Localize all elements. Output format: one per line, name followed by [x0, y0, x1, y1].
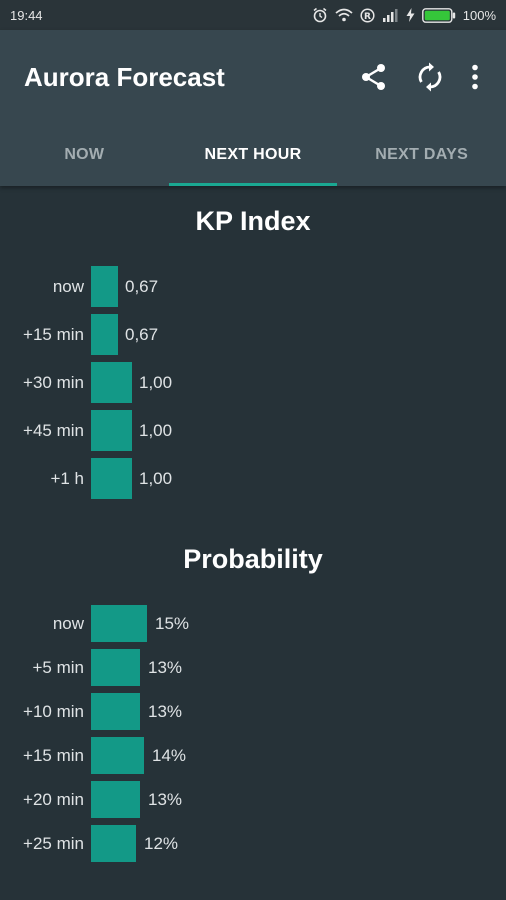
kp-index-row: +15 min 0,67 [0, 314, 506, 355]
app-bar: Aurora Forecast NOW [0, 30, 506, 186]
tab-next-hour[interactable]: NEXT HOUR [168, 124, 338, 186]
probability-bar [91, 737, 144, 774]
kp-index-bar [91, 362, 132, 403]
toolbar: Aurora Forecast [0, 30, 506, 124]
refresh-icon [418, 62, 442, 92]
probability-bar [91, 693, 140, 730]
kp-index-category-label: now [52, 276, 84, 296]
battery-percent: 100% [462, 7, 496, 23]
probability-bar [91, 825, 136, 862]
kp-index-bar [91, 314, 118, 355]
more-vert-icon [472, 64, 478, 90]
probability-value-label: 13% [148, 789, 183, 809]
probability-title: Probability [183, 544, 323, 574]
probability-value-label: 13% [148, 701, 183, 721]
tab-now[interactable]: NOW [64, 146, 105, 163]
kp-index-bar [91, 410, 132, 451]
probability-category-label: +20 min [23, 789, 84, 809]
alarm-icon [313, 7, 327, 23]
wifi-icon [335, 8, 353, 22]
kp-index-value-label: 1,00 [139, 420, 173, 440]
refresh-button[interactable] [402, 49, 458, 105]
probability-row: +25 min 12% [0, 825, 506, 862]
kp-index-value-label: 1,00 [139, 372, 173, 392]
status-time: 19:44 [10, 7, 43, 23]
roaming-icon: R [360, 7, 375, 23]
svg-text:R: R [364, 12, 371, 22]
kp-index-row: +1 h 1,00 [0, 458, 506, 499]
tab-next-days[interactable]: NEXT DAYS [375, 146, 469, 163]
share-button[interactable] [346, 49, 402, 105]
probability-bar [91, 649, 140, 686]
kp-index-value-label: 0,67 [125, 324, 159, 344]
share-icon [362, 64, 385, 90]
kp-index-row: +30 min 1,00 [0, 362, 506, 403]
probability-row: +5 min 13% [0, 649, 506, 686]
kp-index-row: now 0,67 [0, 266, 506, 307]
probability-category-label: now [52, 613, 84, 633]
battery-icon [421, 7, 455, 23]
kp-index-value-label: 0,67 [125, 276, 159, 296]
probability-category-label: +5 min [32, 657, 85, 677]
probability-value-label: 12% [144, 833, 179, 853]
probability-row: +15 min 14% [0, 737, 506, 774]
probability-value-label: 13% [148, 657, 183, 677]
kp-index-bar [91, 458, 132, 499]
probability-category-label: +10 min [23, 701, 84, 721]
probability-bar [91, 781, 140, 818]
tab-bar: NOW NEXT HOUR NEXT DAYS [0, 124, 506, 186]
status-bar: 19:44 R 100% [0, 0, 506, 30]
probability-value-label: 14% [152, 745, 187, 765]
app-title: Aurora Forecast [24, 61, 225, 92]
kp-index-value-label: 1,00 [139, 468, 173, 488]
kp-index-category-label: +30 min [23, 372, 84, 392]
kp-index-title: KP Index [195, 206, 311, 236]
probability-value-label: 15% [155, 613, 190, 633]
kp-index-row: +45 min 1,00 [0, 410, 506, 451]
probability-category-label: +15 min [23, 745, 84, 765]
probability-row: now 15% [0, 605, 506, 642]
probability-row: +20 min 13% [0, 781, 506, 818]
signal-icon [382, 9, 398, 22]
probability-row: +10 min 13% [0, 693, 506, 730]
kp-index-category-label: +45 min [23, 420, 84, 440]
charging-icon [406, 8, 415, 22]
kp-index-category-label: +1 h [50, 468, 84, 488]
kp-index-category-label: +15 min [23, 324, 84, 344]
probability-bar [91, 605, 147, 642]
more-options-button[interactable] [458, 49, 492, 105]
status-icons: R 100% [312, 7, 496, 23]
probability-category-label: +25 min [23, 833, 84, 853]
kp-index-bar [91, 266, 118, 307]
